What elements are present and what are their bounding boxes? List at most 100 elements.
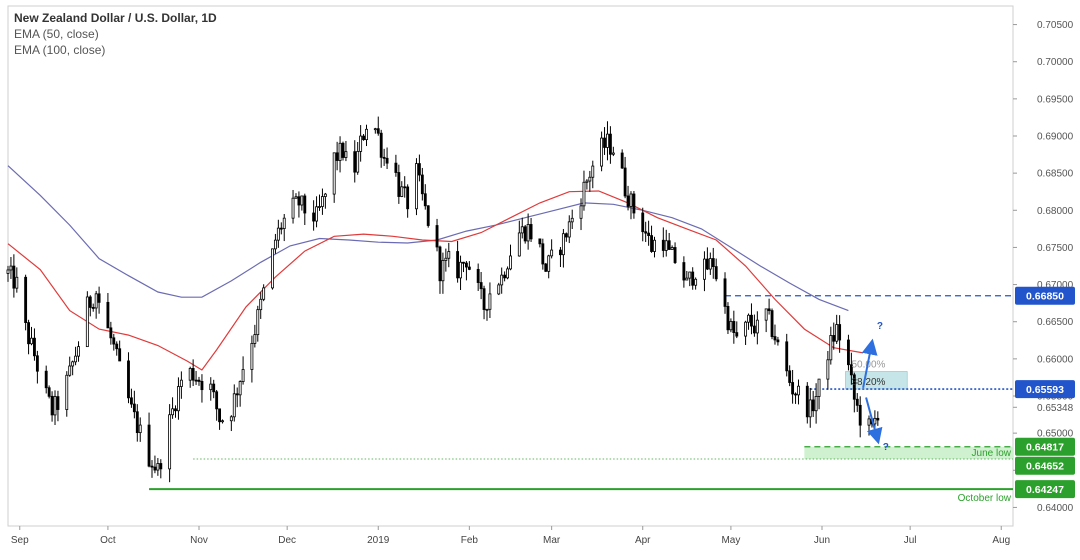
y-tick-label: 0.64000	[1037, 503, 1074, 514]
october-low-label: October low	[958, 493, 1012, 504]
candle-body	[747, 314, 750, 323]
candle-body	[27, 322, 30, 345]
arrow-up	[861, 338, 878, 389]
x-tick-label: Oct	[100, 535, 116, 546]
candle-body	[688, 271, 692, 279]
x-tick-label: Aug	[992, 535, 1010, 546]
candle-body	[12, 265, 16, 289]
candle-body	[600, 137, 604, 167]
candle-body	[661, 239, 665, 251]
candle-body	[444, 257, 448, 261]
candle-body	[250, 342, 254, 370]
y-tick-label: 0.66000	[1037, 354, 1074, 365]
x-tick-label: 2019	[367, 535, 390, 546]
candle-body	[482, 288, 486, 310]
candle-body	[91, 307, 95, 309]
candle-body	[88, 296, 92, 308]
fib-retracement-zone	[845, 371, 908, 390]
legend-ema50: EMA (50, close)	[14, 27, 99, 41]
x-tick-label: Apr	[635, 535, 651, 546]
x-tick-label: Feb	[461, 535, 479, 546]
candle-body	[808, 399, 812, 418]
candle-body	[667, 240, 671, 250]
candle-body	[644, 231, 648, 234]
candle-body	[94, 293, 98, 309]
candle-body	[15, 276, 19, 289]
candle-body	[579, 205, 583, 219]
candle-body	[109, 327, 113, 339]
candle-body	[376, 128, 380, 134]
candle-body	[356, 151, 360, 173]
candle-body	[564, 233, 568, 238]
candle-body	[847, 339, 850, 366]
candle-body	[138, 424, 142, 434]
candle-body	[570, 217, 574, 223]
y-tick-label: 0.69000	[1037, 132, 1074, 143]
candle-body	[673, 247, 677, 263]
candle-body	[805, 385, 809, 418]
candle-body	[65, 374, 69, 410]
candle-body	[876, 417, 880, 421]
candle-body	[767, 308, 771, 312]
candle-body	[526, 224, 530, 242]
ema-lines	[7, 165, 864, 371]
candle-body	[858, 404, 862, 426]
candle-body	[503, 274, 507, 279]
candle-body	[485, 308, 489, 311]
candle-body	[867, 418, 871, 426]
candle-body	[191, 368, 195, 381]
fib-38-label: 38.20%	[852, 377, 886, 388]
price-tag-label: 0.64247	[1026, 484, 1064, 496]
candle-body	[735, 332, 739, 337]
candle-body	[282, 217, 286, 229]
candle-body	[6, 269, 10, 274]
legend-title: New Zealand Dollar / U.S. Dollar, 1D	[14, 11, 217, 25]
candle-body	[297, 196, 301, 206]
question-mark-up: ?	[877, 321, 883, 332]
candle-body	[852, 374, 856, 400]
candle-body	[547, 255, 551, 272]
candle-body	[776, 339, 780, 343]
y-tick-label: 0.70000	[1037, 57, 1074, 68]
candle-body	[188, 368, 192, 381]
candle-body	[53, 396, 57, 416]
candle-body	[832, 335, 836, 342]
candle-body	[459, 261, 462, 279]
candle-body	[620, 152, 624, 169]
y-tick-label: 0.68000	[1037, 206, 1074, 217]
candle-body	[447, 251, 451, 259]
candle-body	[403, 186, 407, 189]
candle-body	[723, 278, 727, 307]
candle-body	[726, 306, 730, 331]
candle-body	[118, 348, 122, 362]
candle-body	[773, 336, 777, 341]
candle-body	[714, 266, 718, 280]
y-tick-label: 0.69500	[1037, 94, 1074, 105]
candle-body	[68, 365, 72, 376]
candle-body	[235, 393, 239, 396]
candle-body	[788, 370, 792, 383]
candle-body	[650, 235, 653, 252]
candle-body	[344, 151, 348, 158]
candle-body	[541, 243, 545, 265]
candle-body	[420, 174, 424, 195]
ema50-line	[7, 190, 864, 371]
candle-body	[811, 399, 815, 412]
candle-body	[276, 227, 280, 241]
candle-body	[770, 310, 774, 337]
june-low-label: June low	[972, 448, 1012, 459]
candle-body	[641, 212, 645, 233]
candle-body	[294, 196, 298, 199]
price-tag-label: 0.64652	[1026, 461, 1064, 473]
candle-body	[385, 157, 389, 164]
candle-body	[71, 361, 75, 367]
candle-body	[303, 195, 307, 214]
candle-body	[456, 251, 460, 279]
candle-body	[647, 232, 651, 236]
candle-body	[426, 205, 430, 226]
y-tick-label: 0.65348	[1037, 403, 1074, 414]
candle-body	[664, 240, 668, 251]
candle-body	[711, 258, 715, 267]
candle-body	[826, 359, 830, 380]
